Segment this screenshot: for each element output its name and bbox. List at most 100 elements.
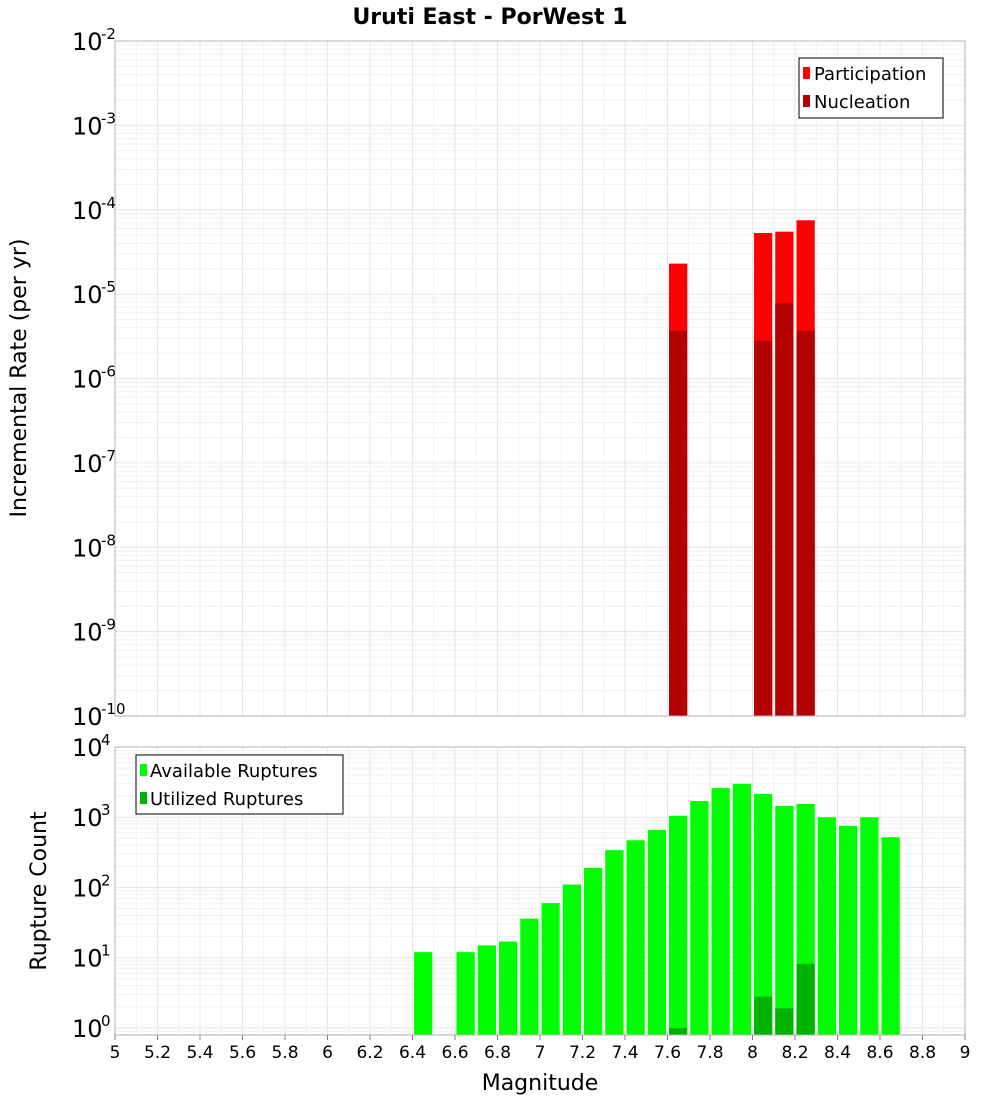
bottom-legend: Available Ruptures Utilized Ruptures [135, 754, 344, 815]
top-y-tick-exponent: -10 [101, 700, 126, 718]
top-y-tick-label: 10 [72, 619, 103, 647]
x-tick-label: 7.6 [654, 1043, 681, 1063]
x-tick-label: 9 [960, 1043, 971, 1063]
available-ruptures-bar [477, 945, 496, 1035]
nucleation-legend-label: Nucleation [814, 92, 910, 113]
nucleation-bar [754, 340, 773, 716]
x-tick-label: 5.2 [144, 1043, 171, 1063]
x-tick-label: 7.8 [696, 1043, 723, 1063]
utilized-ruptures-bar [775, 1008, 794, 1035]
top-y-tick-exponent: -3 [101, 109, 116, 127]
x-tick-label: 6.8 [484, 1043, 511, 1063]
available-ruptures-bar [711, 788, 730, 1035]
available-ruptures-bar [541, 903, 560, 1035]
top-y-tick-exponent: -2 [101, 25, 116, 43]
bottom-y-tick-label: 10 [72, 804, 103, 832]
nucleation-bar [669, 330, 688, 716]
available-ruptures-bar [732, 783, 751, 1035]
available-ruptures-bar [647, 829, 666, 1035]
top-y-axis-label: Incremental Rate (per yr) [7, 239, 32, 518]
top-y-tick-label: 10 [72, 112, 103, 140]
top-y-tick-label: 10 [72, 28, 103, 56]
available-ruptures-bar [456, 952, 475, 1035]
top-y-tick-label: 10 [72, 534, 103, 562]
top-legend-box [798, 57, 944, 119]
nucleation-legend-swatch [803, 95, 810, 107]
bottom-y-tick-exponent: 3 [101, 801, 111, 819]
available-ruptures-bar [775, 805, 794, 1035]
x-tick-label: 6.4 [399, 1043, 426, 1063]
x-tick-label: 8.6 [866, 1043, 893, 1063]
available-ruptures-bar [562, 884, 581, 1035]
top-plot-frame [114, 40, 966, 717]
x-tick-label: 6 [322, 1043, 333, 1063]
available-ruptures-bar [626, 840, 645, 1035]
available-ruptures-bar [817, 817, 836, 1035]
available-ruptures-bar [860, 817, 879, 1035]
utilized-legend-swatch [140, 792, 147, 804]
top-bars [669, 220, 815, 717]
bottom-y-tick-exponent: 1 [101, 942, 111, 960]
available-ruptures-bar [414, 952, 433, 1035]
top-y-tick-label: 10 [72, 197, 103, 225]
bottom-y-tick-label: 10 [72, 945, 103, 973]
bottom-legend-box [135, 754, 344, 815]
nucleation-bar [775, 303, 794, 716]
top-y-tick-exponent: -8 [101, 531, 116, 549]
x-tick-label: 8.8 [909, 1043, 936, 1063]
top-y-tick-exponent: -9 [101, 616, 116, 634]
top-y-tick-exponent: -7 [101, 447, 116, 465]
available-ruptures-bar [754, 793, 773, 1035]
available-ruptures-bar [690, 801, 709, 1035]
utilized-ruptures-bar [754, 996, 773, 1035]
x-tick-label: 6.6 [441, 1043, 468, 1063]
bottom-y-axis-label: Rupture Count [27, 811, 52, 971]
x-tick-label: 8.4 [824, 1043, 851, 1063]
x-tick-label: 5 [110, 1043, 121, 1063]
available-ruptures-bar [605, 850, 624, 1035]
available-legend-label: Available Ruptures [150, 761, 318, 782]
x-tick-label: 7 [535, 1043, 546, 1063]
x-tick-label: 5.4 [186, 1043, 213, 1063]
x-tick-label: 5.8 [271, 1043, 298, 1063]
chart-title: Uruti East - PorWest 1 [352, 5, 627, 30]
utilized-ruptures-bar [796, 963, 815, 1035]
x-tick-label: 8.2 [781, 1043, 808, 1063]
available-legend-swatch [140, 764, 147, 776]
available-ruptures-bar [881, 837, 900, 1035]
utilized-ruptures-bar [669, 1027, 688, 1035]
x-tick-label: 6.2 [356, 1043, 383, 1063]
top-y-tick-label: 10 [72, 281, 103, 309]
top-y-tick-label: 10 [72, 450, 103, 478]
available-ruptures-bar [499, 941, 518, 1035]
x-tick-label: 7.4 [611, 1043, 638, 1063]
bottom-y-tick-exponent: 0 [101, 1012, 111, 1030]
bottom-bars [414, 783, 900, 1035]
top-y-tick-exponent: -4 [101, 194, 116, 212]
top-y-tick-exponent: -5 [101, 278, 116, 296]
bottom-y-tick-label: 10 [72, 874, 103, 902]
bottom-y-tick-exponent: 4 [101, 731, 111, 749]
available-ruptures-bar [584, 867, 603, 1035]
top-y-tick-exponent: -6 [101, 363, 116, 381]
bottom-y-tick-label: 10 [72, 1015, 103, 1043]
bottom-x-ticks: 5 5.2 5.4 5.6 5.8 6 6.2 6.4 6.6 6.8 7 7.2 7.4 7.6 7.8 8… [110, 1035, 971, 1063]
top-y-tick-label: 10 [72, 366, 103, 394]
available-ruptures-bar [839, 826, 858, 1035]
x-tick-label: 7.2 [569, 1043, 596, 1063]
utilized-legend-label: Utilized Ruptures [150, 789, 303, 810]
available-ruptures-bar [669, 815, 688, 1035]
nucleation-bar [796, 330, 815, 716]
top-y-tick-label: 10 [72, 703, 103, 731]
x-axis-label: Magnitude [482, 1071, 599, 1096]
top-gridlines [114, 40, 966, 717]
bottom-y-tick-exponent: 2 [101, 871, 111, 889]
x-tick-label: 5.6 [229, 1043, 256, 1063]
top-legend: Participation Nucleation [798, 57, 944, 119]
participation-legend-swatch [803, 67, 810, 79]
